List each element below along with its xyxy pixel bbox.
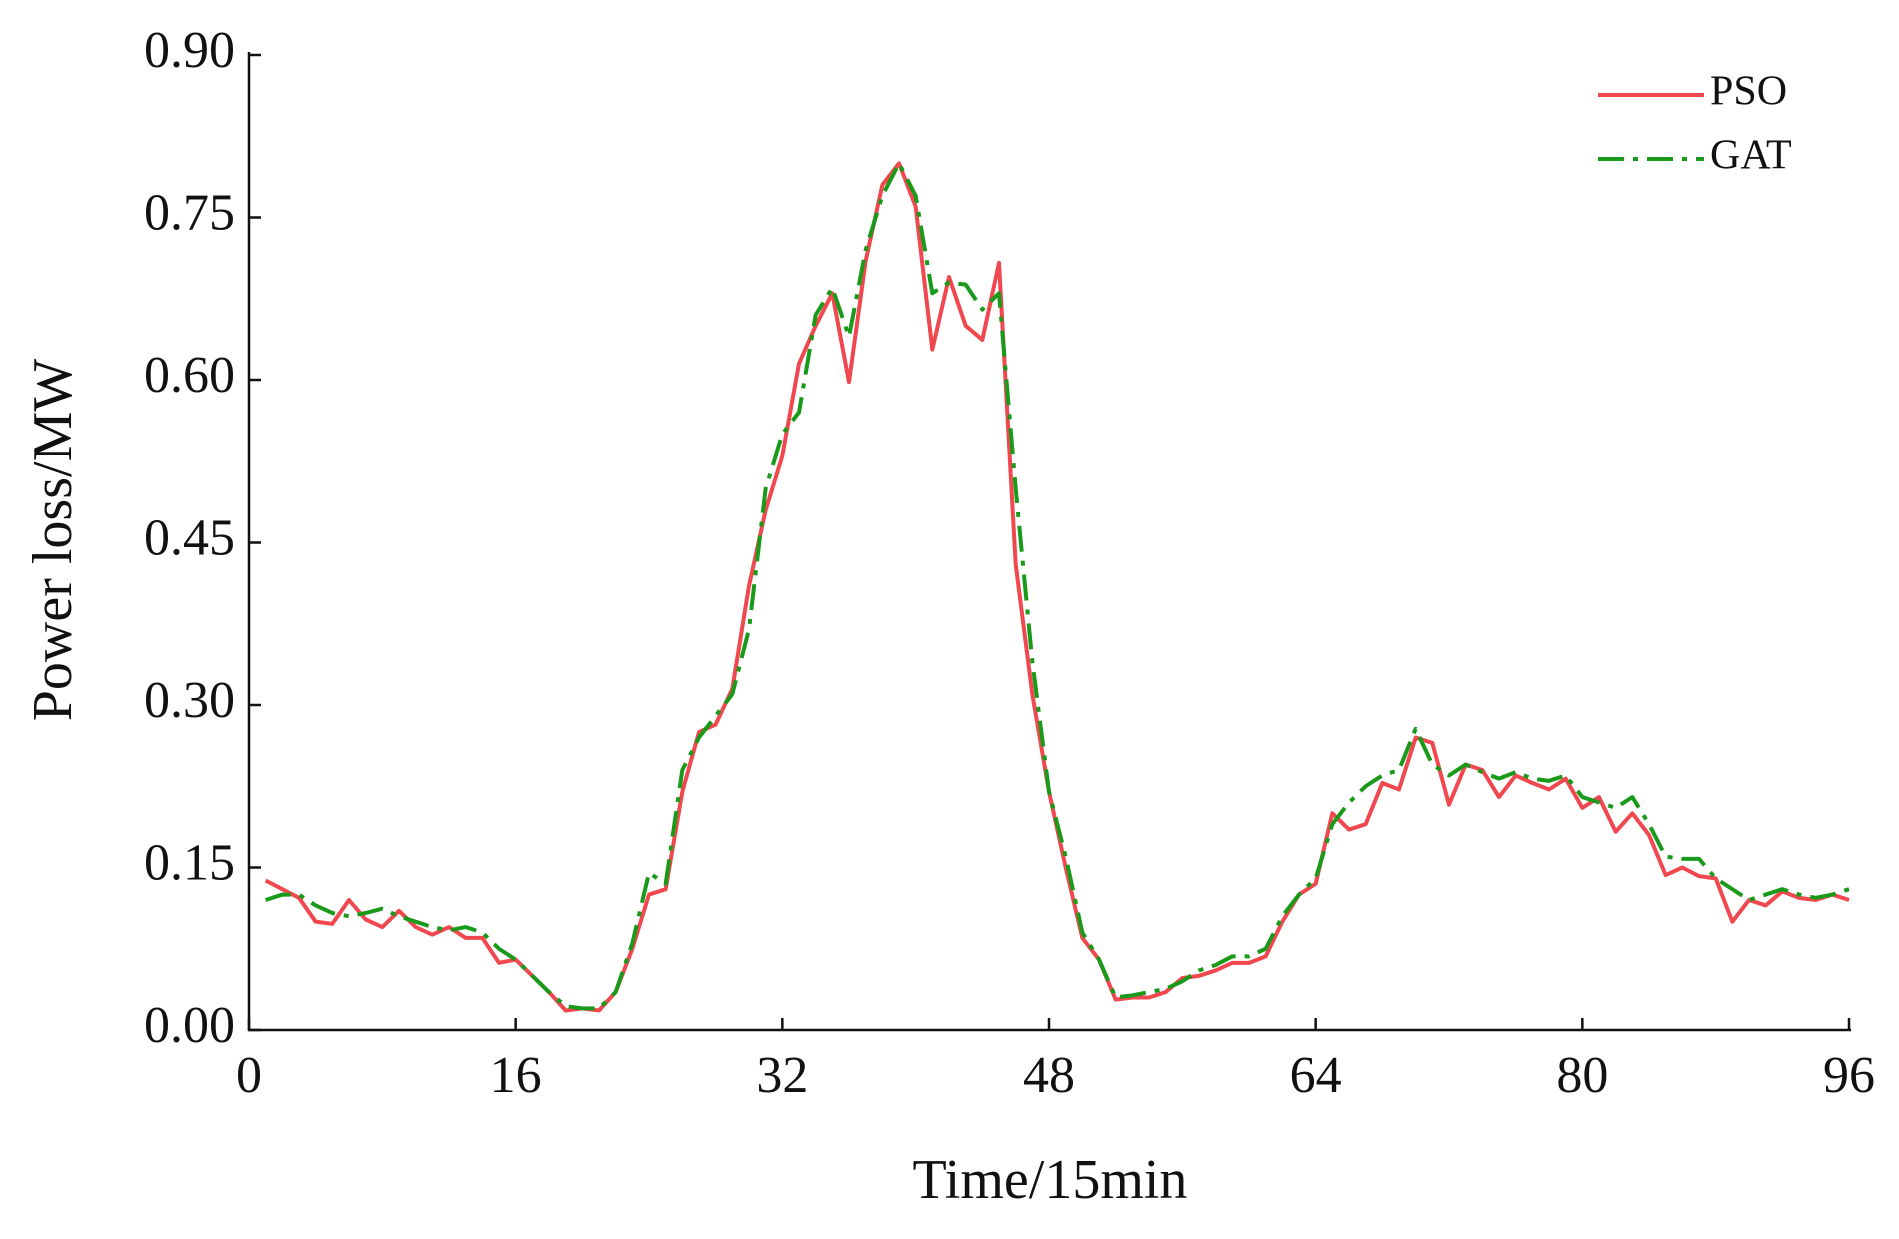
line-series	[265, 161, 1850, 1011]
x-tick-label: 48	[1023, 1047, 1075, 1104]
x-tick-label: 80	[1556, 1047, 1608, 1104]
legend-label: PSO	[1710, 69, 1787, 115]
x-tick-label: 96	[1823, 1047, 1875, 1104]
x-axis-label: Time/15min	[913, 1149, 1188, 1211]
y-tick-label: 0.45	[144, 509, 235, 566]
y-tick-label: 0.75	[144, 184, 235, 241]
legend-label: GAT	[1710, 133, 1792, 179]
line-series	[264, 161, 1850, 1013]
y-tick-label: 0.90	[144, 22, 235, 79]
y-tick-label: 0.60	[144, 347, 235, 404]
y-tick-label: 0.15	[144, 834, 235, 891]
x-tick-label: 16	[490, 1047, 542, 1104]
x-tick-label: 64	[1290, 1047, 1342, 1104]
x-tick-label: 0	[236, 1047, 262, 1104]
y-axis-label: Power loss/MW	[22, 359, 84, 722]
x-tick-label: 32	[756, 1047, 808, 1104]
y-tick-label: 0.00	[144, 997, 235, 1054]
y-tick-label: 0.30	[144, 672, 235, 729]
